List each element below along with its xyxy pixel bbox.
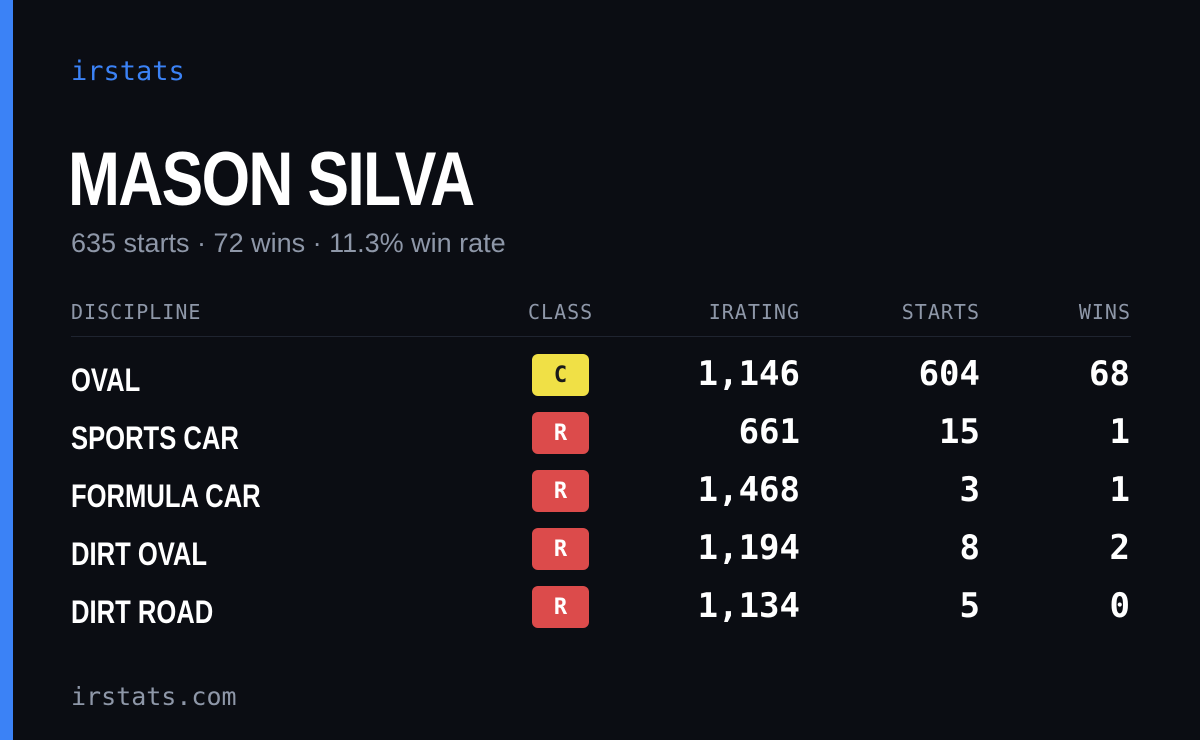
discipline-table: DISCIPLINE CLASS IRATING STARTS WINS OVA…: [71, 298, 1131, 630]
wins-value: 0: [1109, 586, 1130, 626]
accent-bar: [0, 0, 13, 740]
driver-summary: 635 starts · 72 wins · 11.3% win rate: [71, 228, 506, 258]
irating-value: 1,146: [697, 354, 800, 394]
class-badge: R: [532, 470, 589, 512]
discipline-name: SPORTS CAR: [71, 420, 239, 456]
irating-value: 1,468: [697, 470, 800, 510]
class-badge: R: [532, 528, 589, 570]
class-badge: R: [532, 586, 589, 628]
table-row: DIRT ROAD R 1,134 5 0: [71, 586, 1131, 636]
discipline-name: FORMULA CAR: [71, 478, 261, 514]
starts-value: 5: [959, 586, 980, 626]
footer-url[interactable]: irstats.com: [71, 682, 237, 711]
driver-name: MASON SILVA: [68, 137, 475, 222]
irating-value: 1,134: [697, 586, 800, 626]
irating-value: 661: [738, 412, 800, 452]
irating-value: 1,194: [697, 528, 800, 568]
starts-value: 15: [939, 412, 980, 452]
discipline-name: OVAL: [71, 362, 141, 398]
discipline-name: DIRT ROAD: [71, 594, 214, 630]
class-badge: R: [532, 412, 589, 454]
header-discipline: DISCIPLINE: [71, 300, 202, 324]
wins-value: 2: [1109, 528, 1130, 568]
starts-value: 8: [959, 528, 980, 568]
table-row: SPORTS CAR R 661 15 1: [71, 412, 1131, 462]
table-row: DIRT OVAL R 1,194 8 2: [71, 528, 1131, 578]
table-row: FORMULA CAR R 1,468 3 1: [71, 470, 1131, 520]
brand-logo-text[interactable]: irstats: [71, 56, 185, 87]
starts-value: 604: [918, 354, 980, 394]
wins-value: 1: [1109, 470, 1130, 510]
starts-value: 3: [959, 470, 980, 510]
header-wins: WINS: [1078, 300, 1131, 324]
discipline-name: DIRT OVAL: [71, 536, 208, 572]
class-badge: C: [532, 354, 589, 396]
header-starts: STARTS: [901, 300, 980, 324]
wins-value: 1: [1109, 412, 1130, 452]
header-class: CLASS: [528, 300, 594, 324]
wins-value: 68: [1089, 354, 1130, 394]
header-irating: IRATING: [708, 300, 800, 324]
table-header: DISCIPLINE CLASS IRATING STARTS WINS: [71, 298, 1131, 337]
table-row: OVAL C 1,146 604 68: [71, 354, 1131, 404]
